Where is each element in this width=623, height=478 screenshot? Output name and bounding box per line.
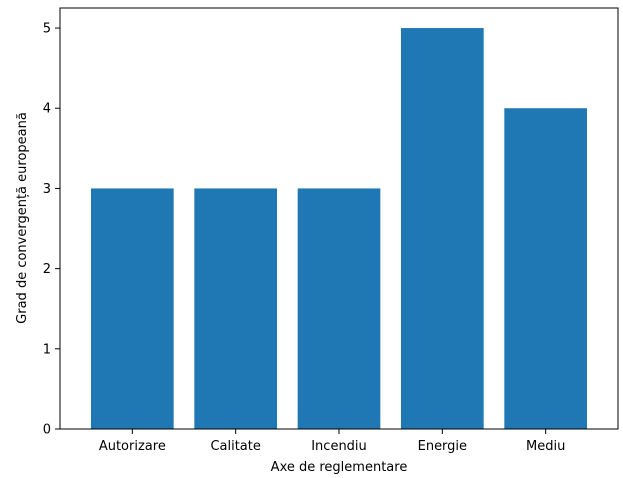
y-axis-ticks: 0 1 2 3 4 5 (43, 22, 60, 438)
y-tick-label: 0 (43, 423, 51, 438)
bar-autorizare (91, 188, 174, 429)
x-axis-ticks: Autorizare Calitate Incendiu Energie Mediu (99, 429, 565, 454)
plot-frame (59, 7, 619, 430)
x-tick-label: Incendiu (311, 439, 367, 454)
bar-energie (401, 28, 484, 430)
bars-group (91, 28, 587, 430)
bar-mediu (504, 108, 587, 429)
y-tick-label: 2 (43, 262, 51, 277)
x-tick-label: Mediu (526, 439, 565, 454)
x-tick-label: Energie (418, 439, 467, 454)
y-tick-label: 5 (43, 22, 51, 37)
y-tick-label: 4 (43, 102, 51, 117)
bar-calitate (194, 188, 277, 429)
y-axis-label: Grad de convergență europeană (15, 112, 30, 324)
y-tick-label: 1 (43, 342, 51, 357)
x-axis-label: Axe de reglementare (271, 460, 408, 475)
y-tick-label: 3 (43, 182, 51, 197)
bar-incendiu (297, 188, 381, 429)
x-tick-label: Autorizare (99, 439, 166, 454)
x-tick-label: Calitate (210, 439, 260, 454)
